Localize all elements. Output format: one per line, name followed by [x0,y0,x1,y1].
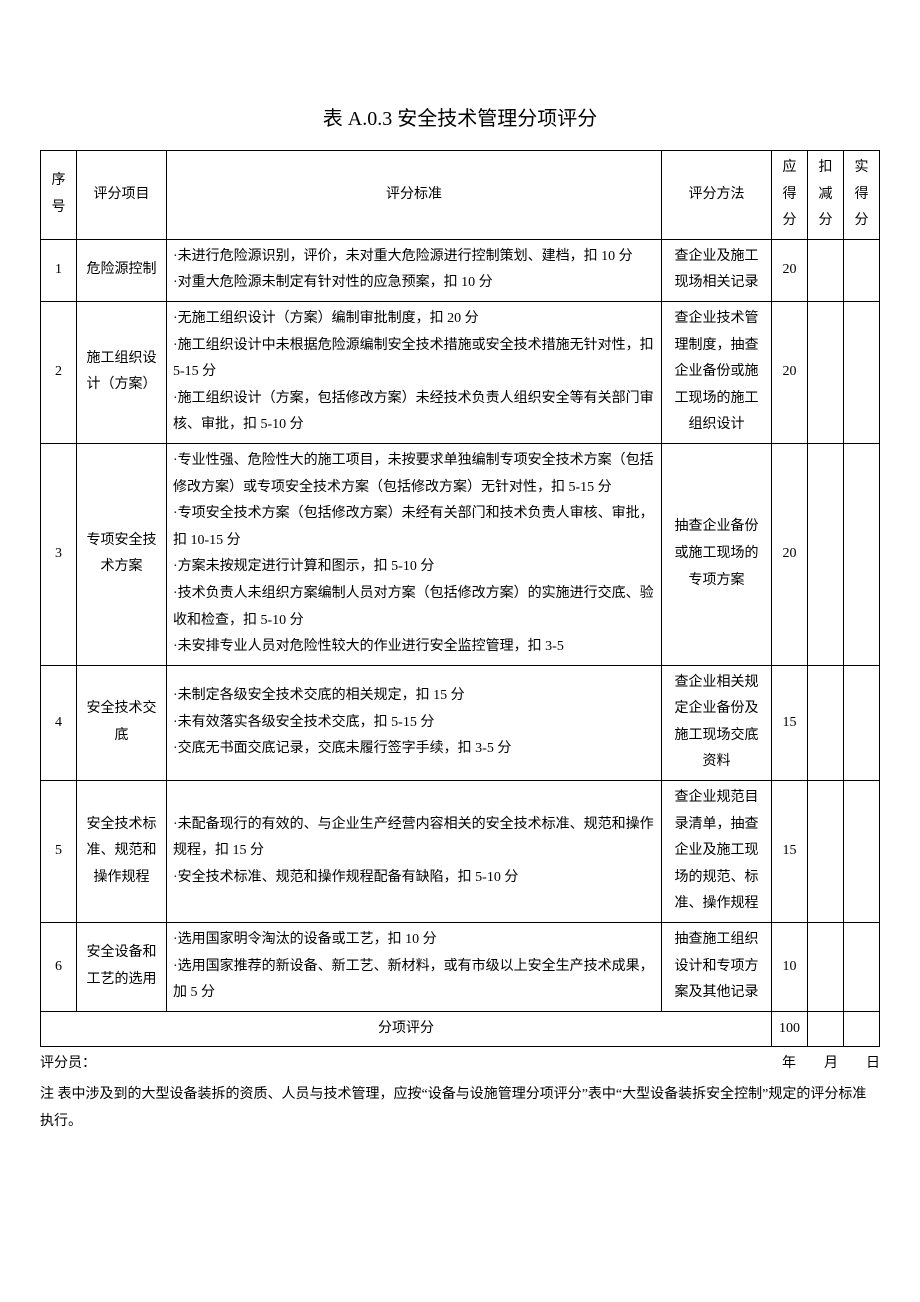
cell-criteria: ·选用国家明令淘汰的设备或工艺，扣 10 分·选用国家推荐的新设备、新工艺、新材… [167,923,662,1012]
header-deduct: 扣减分 [808,151,844,240]
criteria-line: ·选用国家推荐的新设备、新工艺、新材料，或有市级以上安全生产技术成果，加 5 分 [173,954,655,1007]
cell-due: 20 [772,443,808,665]
cell-method: 抽查施工组织设计和专项方案及其他记录 [662,923,772,1012]
cell-criteria: ·无施工组织设计（方案）编制审批制度，扣 20 分·施工组织设计中未根据危险源编… [167,301,662,443]
cell-due: 15 [772,665,808,780]
criteria-line: ·专业性强、危险性大的施工项目，未按要求单独编制专项安全技术方案（包括修改方案）… [173,448,655,501]
cell-item: 安全技术交底 [77,665,167,780]
header-criteria: 评分标准 [167,151,662,240]
total-deduct [808,1011,844,1047]
criteria-line: ·无施工组织设计（方案）编制审批制度，扣 20 分 [173,306,655,333]
cell-item: 安全设备和工艺的选用 [77,923,167,1012]
cell-seq: 3 [41,443,77,665]
cell-actual [844,239,880,301]
cell-seq: 6 [41,923,77,1012]
cell-seq: 1 [41,239,77,301]
table-row: 2施工组织设计（方案）·无施工组织设计（方案）编制审批制度，扣 20 分·施工组… [41,301,880,443]
criteria-line: ·未有效落实各级安全技术交底，扣 5-15 分 [173,710,655,737]
cell-item: 安全技术标准、规范和操作规程 [77,781,167,923]
table-row: 5安全技术标准、规范和操作规程·未配备现行的有效的、与企业生产经营内容相关的安全… [41,781,880,923]
cell-seq: 5 [41,781,77,923]
footnote: 注 表中涉及到的大型设备装拆的资质、人员与技术管理，应按“设备与设施管理分项评分… [40,1082,880,1135]
criteria-line: ·交底无书面交底记录，交底未履行签字手续，扣 3-5 分 [173,736,655,763]
cell-deduct [808,665,844,780]
header-due: 应得分 [772,151,808,240]
signature-row: 评分员： 年 月 日 [40,1051,880,1078]
cell-criteria: ·未进行危险源识别，评价，未对重大危险源进行控制策划、建档，扣 10 分·对重大… [167,239,662,301]
date-label: 年 月 日 [782,1051,880,1078]
cell-actual [844,443,880,665]
header-actual: 实得分 [844,151,880,240]
cell-due: 15 [772,781,808,923]
criteria-line: ·施工组织设计（方案，包括修改方案）未经技术负责人组织安全等有关部门审核、审批，… [173,386,655,439]
cell-method: 查企业相关规定企业备份及施工现场交底资料 [662,665,772,780]
table-row: 3专项安全技术方案·专业性强、危险性大的施工项目，未按要求单独编制专项安全技术方… [41,443,880,665]
cell-due: 20 [772,239,808,301]
criteria-line: ·技术负责人未组织方案编制人员对方案（包括修改方案）的实施进行交底、验收和检查，… [173,581,655,634]
table-title: 表 A.0.3 安全技术管理分项评分 [40,100,880,138]
cell-method: 抽查企业备份或施工现场的专项方案 [662,443,772,665]
total-label: 分项评分 [41,1011,772,1047]
cell-method: 查企业及施工现场相关记录 [662,239,772,301]
criteria-line: ·未配备现行的有效的、与企业生产经营内容相关的安全技术标准、规范和操作规程，扣 … [173,812,655,865]
table-row: 1危险源控制·未进行危险源识别，评价，未对重大危险源进行控制策划、建档，扣 10… [41,239,880,301]
cell-actual [844,665,880,780]
table-header-row: 序号 评分项目 评分标准 评分方法 应得分 扣减分 实得分 [41,151,880,240]
page: 表 A.0.3 安全技术管理分项评分 序号 评分项目 评分标准 评分方法 应得分… [40,100,880,1135]
cell-due: 10 [772,923,808,1012]
criteria-line: ·安全技术标准、规范和操作规程配备有缺陷，扣 5-10 分 [173,865,655,892]
cell-actual [844,923,880,1012]
cell-deduct [808,923,844,1012]
scorer-label: 评分员： [40,1051,96,1078]
table-row: 6安全设备和工艺的选用·选用国家明令淘汰的设备或工艺，扣 10 分·选用国家推荐… [41,923,880,1012]
criteria-line: ·未制定各级安全技术交底的相关规定，扣 15 分 [173,683,655,710]
cell-criteria: ·未制定各级安全技术交底的相关规定，扣 15 分·未有效落实各级安全技术交底，扣… [167,665,662,780]
criteria-line: ·未安排专业人员对危险性较大的作业进行安全监控管理，扣 3-5 [173,634,655,661]
cell-item: 施工组织设计（方案） [77,301,167,443]
cell-deduct [808,239,844,301]
cell-seq: 2 [41,301,77,443]
total-actual [844,1011,880,1047]
criteria-line: ·施工组织设计中未根据危险源编制安全技术措施或安全技术措施无针对性，扣 5-15… [173,333,655,386]
cell-item: 危险源控制 [77,239,167,301]
criteria-line: ·专项安全技术方案（包括修改方案）未经有关部门和技术负责人审核、审批，扣 10-… [173,501,655,554]
criteria-line: ·未进行危险源识别，评价，未对重大危险源进行控制策划、建档，扣 10 分 [173,244,655,271]
cell-deduct [808,781,844,923]
criteria-line: ·选用国家明令淘汰的设备或工艺，扣 10 分 [173,927,655,954]
cell-deduct [808,443,844,665]
cell-method: 查企业规范目录清单，抽查企业及施工现场的规范、标准、操作规程 [662,781,772,923]
scoring-table: 序号 评分项目 评分标准 评分方法 应得分 扣减分 实得分 1危险源控制·未进行… [40,150,880,1047]
criteria-line: ·方案未按规定进行计算和图示，扣 5-10 分 [173,554,655,581]
cell-due: 20 [772,301,808,443]
cell-method: 查企业技术管理制度，抽查企业备份或施工现场的施工组织设计 [662,301,772,443]
cell-criteria: ·未配备现行的有效的、与企业生产经营内容相关的安全技术标准、规范和操作规程，扣 … [167,781,662,923]
table-body: 1危险源控制·未进行危险源识别，评价，未对重大危险源进行控制策划、建档，扣 10… [41,239,880,1011]
cell-deduct [808,301,844,443]
cell-seq: 4 [41,665,77,780]
cell-criteria: ·专业性强、危险性大的施工项目，未按要求单独编制专项安全技术方案（包括修改方案）… [167,443,662,665]
header-seq: 序号 [41,151,77,240]
total-row: 分项评分 100 [41,1011,880,1047]
cell-actual [844,781,880,923]
header-method: 评分方法 [662,151,772,240]
header-item: 评分项目 [77,151,167,240]
cell-actual [844,301,880,443]
cell-item: 专项安全技术方案 [77,443,167,665]
criteria-line: ·对重大危险源未制定有针对性的应急预案，扣 10 分 [173,270,655,297]
table-row: 4安全技术交底·未制定各级安全技术交底的相关规定，扣 15 分·未有效落实各级安… [41,665,880,780]
total-value: 100 [772,1011,808,1047]
